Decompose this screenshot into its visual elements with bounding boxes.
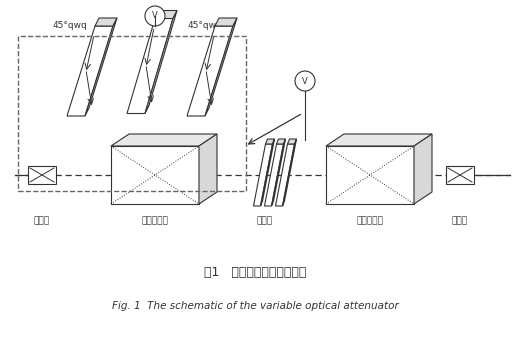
Polygon shape <box>205 18 237 116</box>
Text: Fig. 1  The schematic of the variable optical attenuator: Fig. 1 The schematic of the variable opt… <box>112 301 398 311</box>
Polygon shape <box>67 26 113 116</box>
Polygon shape <box>260 139 275 206</box>
Bar <box>326 146 414 204</box>
Polygon shape <box>276 144 295 206</box>
Bar <box>18 36 246 191</box>
Text: 偏振分束器: 偏振分束器 <box>142 217 169 226</box>
Text: 旋光器: 旋光器 <box>257 217 273 226</box>
Text: 准直器: 准直器 <box>452 217 468 226</box>
Polygon shape <box>111 134 217 146</box>
Polygon shape <box>127 18 173 113</box>
Text: 准直器: 准直器 <box>34 217 50 226</box>
Polygon shape <box>265 144 284 206</box>
Text: 图1   可变光衰减器原理框图: 图1 可变光衰减器原理框图 <box>204 266 306 279</box>
Bar <box>28 166 56 184</box>
Polygon shape <box>85 18 117 116</box>
Polygon shape <box>326 134 432 146</box>
Text: 45°qwq: 45°qwq <box>53 22 87 30</box>
Polygon shape <box>199 134 217 204</box>
Polygon shape <box>277 139 286 144</box>
Polygon shape <box>253 144 272 206</box>
Text: 偏振合束器: 偏振合束器 <box>357 217 384 226</box>
Text: 45°qwq: 45°qwq <box>188 22 222 30</box>
Polygon shape <box>282 139 297 206</box>
Text: V: V <box>152 12 158 21</box>
Polygon shape <box>155 10 177 18</box>
Bar <box>111 146 199 204</box>
Circle shape <box>295 71 315 91</box>
Text: V: V <box>302 77 308 86</box>
Polygon shape <box>288 139 297 144</box>
Polygon shape <box>95 18 117 26</box>
Polygon shape <box>215 18 237 26</box>
Polygon shape <box>187 26 233 116</box>
Polygon shape <box>266 139 275 144</box>
Polygon shape <box>414 134 432 204</box>
Circle shape <box>145 6 165 26</box>
Bar <box>446 166 474 184</box>
Polygon shape <box>271 139 286 206</box>
Polygon shape <box>145 10 177 113</box>
